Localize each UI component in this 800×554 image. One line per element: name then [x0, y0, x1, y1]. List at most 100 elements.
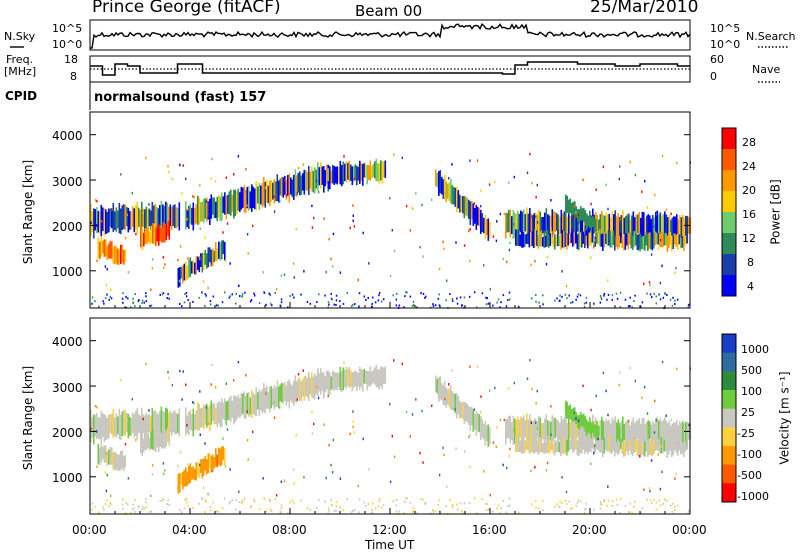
velocity-cell	[127, 503, 129, 506]
velocity-cell	[682, 421, 684, 448]
velocity-cell	[380, 506, 383, 509]
velocity-cell	[366, 370, 369, 391]
velocity-cell	[311, 372, 313, 398]
power-cell	[330, 292, 332, 295]
power-cell	[209, 247, 211, 263]
velocity-cell	[358, 498, 361, 501]
velocity-cell	[582, 437, 585, 450]
power-cell	[111, 241, 113, 259]
power-cell	[573, 231, 576, 246]
velocity-cell	[280, 480, 283, 483]
velocity-cell	[109, 501, 111, 504]
velocity-cell	[324, 376, 327, 393]
power-cell	[666, 294, 668, 296]
velocity-cell	[654, 437, 657, 452]
power-cell	[131, 191, 133, 195]
velocity-cell	[651, 440, 654, 457]
power-cell	[480, 189, 482, 192]
velocity-cell	[544, 418, 546, 440]
velocity-cell	[207, 453, 210, 474]
power-cell	[132, 297, 134, 300]
velocity-cell	[634, 379, 637, 383]
velocity-cell	[644, 441, 646, 457]
velocity-cell	[204, 511, 206, 513]
velocity-cell	[672, 440, 675, 455]
power-cell	[448, 182, 451, 202]
velocity-cell	[594, 437, 596, 440]
power-cell	[167, 221, 169, 236]
velocity-cell	[374, 507, 377, 510]
velocity-cell	[629, 439, 631, 451]
velocity-cell	[209, 509, 212, 512]
velocity-cell	[273, 384, 276, 410]
power-cell	[112, 202, 115, 233]
power-cell	[571, 301, 574, 304]
power-cell	[120, 244, 122, 265]
velocity-cell	[120, 379, 122, 382]
power-cell	[216, 196, 219, 222]
velocity-cell	[106, 473, 108, 477]
velocity-cell	[655, 501, 657, 504]
velocity-cell	[359, 366, 361, 390]
vel-cbar-tick-n25: -25	[737, 427, 755, 440]
velocity-cell	[550, 421, 552, 443]
power-cell	[121, 244, 124, 263]
power-cell	[317, 190, 320, 194]
axis-ticks	[89, 134, 691, 514]
velocity-cell	[465, 402, 467, 422]
velocity-cell	[258, 389, 261, 416]
velocity-cell	[179, 509, 181, 511]
velocity-cell	[309, 377, 312, 395]
velocity-cell	[666, 441, 669, 458]
power-cell	[472, 203, 475, 226]
power-cell	[227, 194, 229, 214]
velocity-cell	[619, 512, 622, 515]
power-cell	[688, 217, 690, 221]
velocity-cell	[593, 452, 595, 455]
power-cell	[542, 294, 544, 297]
velocity-cell	[318, 499, 320, 502]
velocity-cell	[225, 382, 228, 385]
power-cell	[97, 237, 100, 259]
velocity-cell	[222, 437, 224, 440]
velocity-cell	[102, 446, 104, 460]
velocity-cell	[438, 473, 441, 477]
velocity-cell	[138, 505, 140, 508]
velocity-cell	[577, 499, 580, 502]
power-cell	[99, 241, 101, 260]
velocity-cell	[678, 440, 681, 451]
velocity-cell	[342, 367, 345, 391]
power-cell	[187, 299, 189, 302]
velocity-colorbar	[721, 333, 737, 503]
velocity-cell	[177, 473, 180, 494]
velocity-cell	[571, 507, 574, 510]
vel-cbar-seg	[722, 390, 736, 410]
power-cell	[348, 161, 351, 182]
power-cell	[687, 303, 690, 306]
power-cell	[273, 178, 276, 204]
power-cell	[684, 235, 687, 246]
power-cell	[200, 202, 202, 222]
velocity-cell	[279, 406, 281, 409]
velocity-cell	[214, 385, 217, 389]
velocity-cell	[681, 442, 684, 454]
velocity-cell	[546, 435, 549, 453]
velocity-cell	[453, 392, 455, 411]
power-cell	[543, 230, 546, 249]
velocity-cell	[181, 511, 183, 514]
velocity-cell	[463, 502, 466, 505]
power-cell	[186, 218, 188, 221]
velocity-cell	[604, 421, 606, 444]
velocity-cell	[264, 387, 267, 414]
velocity-cell	[210, 455, 213, 473]
power-cell	[558, 235, 561, 247]
power-cell	[172, 205, 175, 227]
power-cell	[629, 219, 632, 238]
power-cell	[415, 192, 417, 195]
velocity-cell	[559, 422, 561, 441]
power-cell	[526, 207, 528, 237]
power-cell	[160, 200, 163, 231]
velocity-cell	[654, 399, 656, 403]
power-cell	[205, 294, 207, 297]
power-cell	[207, 201, 210, 220]
